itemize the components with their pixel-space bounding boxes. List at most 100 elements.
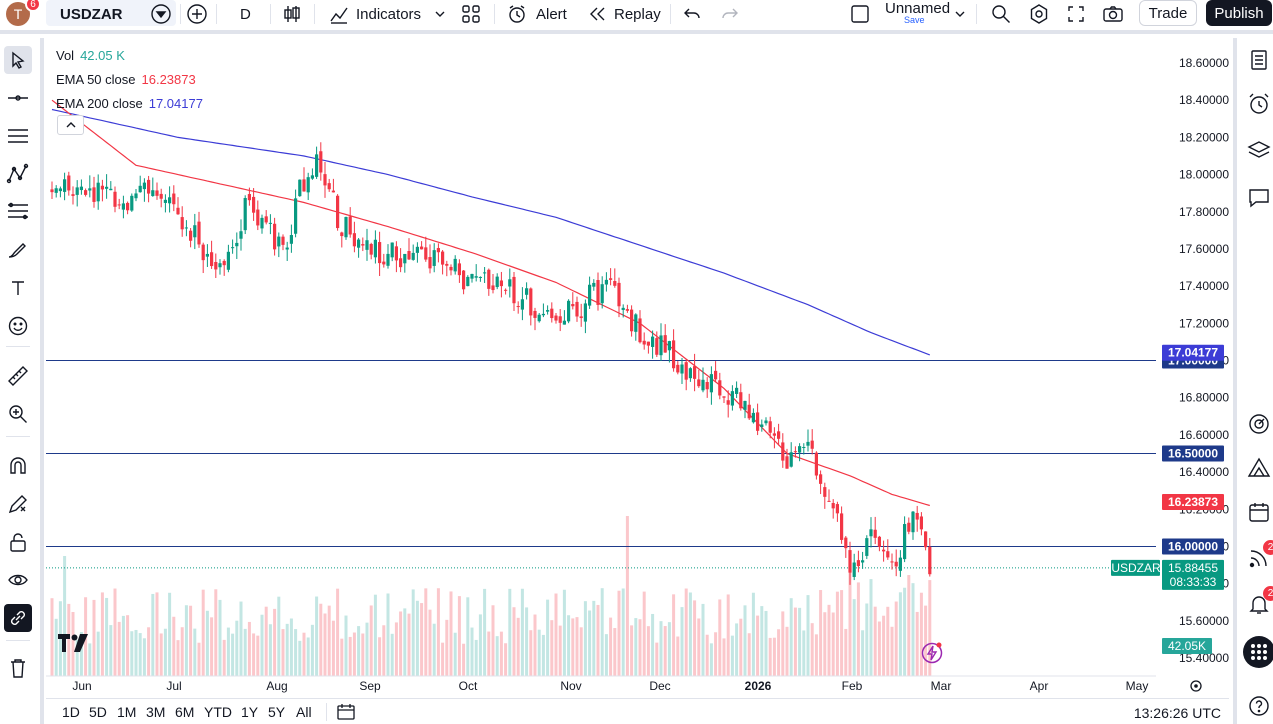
range-1y[interactable]: 1Y: [241, 704, 259, 720]
tradingview-logo[interactable]: [58, 634, 90, 657]
text-tool-icon[interactable]: [4, 274, 32, 302]
target-icon[interactable]: [1245, 410, 1273, 438]
candle-body: [424, 247, 428, 260]
symbol-tag: USDZAR: [1111, 561, 1161, 575]
horizontal-levels: [46, 360, 1156, 569]
chevron-down-icon[interactable]: [434, 0, 446, 28]
range-3m[interactable]: 3M: [146, 704, 166, 720]
range-ytd[interactable]: YTD: [204, 704, 232, 720]
link-icon[interactable]: [4, 604, 32, 632]
emoji-icon[interactable]: [4, 312, 32, 340]
layout-checkbox-icon[interactable]: [850, 0, 870, 28]
notifications-bell-icon[interactable]: [1245, 590, 1273, 618]
candle-body: [915, 512, 919, 520]
date-range-icon[interactable]: [336, 703, 356, 724]
volume-bar: [462, 643, 466, 676]
publish-button[interactable]: Publish: [1206, 0, 1272, 26]
volume-bar: [919, 592, 923, 676]
lock-icon[interactable]: [4, 528, 32, 556]
pattern-icon[interactable]: [4, 160, 32, 188]
range-1m[interactable]: 1M: [117, 704, 137, 720]
chart-canvas[interactable]: 18.60000 18.40000 18.20000 18.00000 17.80000…: [46, 40, 1229, 694]
chat-icon[interactable]: [1245, 184, 1273, 212]
range-all[interactable]: All: [296, 704, 312, 720]
legend-ema50[interactable]: EMA 50 close 16.23873: [56, 68, 203, 92]
trend-line-icon[interactable]: [4, 84, 32, 112]
settings-gear-icon[interactable]: [1028, 0, 1050, 28]
ruler-icon[interactable]: [4, 362, 32, 390]
alert-button[interactable]: Alert: [536, 5, 567, 23]
calendar-icon[interactable]: [1245, 498, 1273, 526]
replay-icon[interactable]: [586, 0, 608, 28]
volume-bar: [554, 593, 558, 676]
volume-bar: [130, 631, 134, 676]
volume-bar: [357, 626, 361, 676]
layers-icon[interactable]: [1245, 136, 1273, 164]
trash-icon[interactable]: [4, 654, 32, 682]
price-tick-label: 16.40000: [1179, 465, 1229, 479]
fib-retracement-icon[interactable]: [4, 198, 32, 226]
range-6m[interactable]: 6M: [175, 704, 195, 720]
alarm-clock-icon[interactable]: [1245, 90, 1273, 118]
range-5d[interactable]: 5D: [89, 704, 107, 720]
candle-body: [403, 253, 407, 264]
help-icon[interactable]: [1245, 692, 1273, 720]
candle-body: [516, 306, 520, 308]
range-5y[interactable]: 5Y: [268, 704, 286, 720]
legend-collapse-button[interactable]: [57, 115, 84, 135]
magnet-icon[interactable]: [4, 452, 32, 480]
quick-search-icon[interactable]: [990, 0, 1012, 28]
undo-icon[interactable]: [682, 0, 702, 28]
indicators-icon[interactable]: [328, 0, 350, 28]
trade-button[interactable]: Trade: [1139, 0, 1197, 26]
symbol-search[interactable]: [46, 0, 176, 26]
candle-body: [592, 282, 596, 287]
symbol-name[interactable]: USDZAR: [60, 5, 123, 23]
candle-body: [781, 442, 785, 461]
candle-body: [289, 235, 293, 244]
time-axis[interactable]: Jun Jul Aug Sep Oct Nov Dec 2026 Feb Mar Apr May: [46, 675, 1202, 694]
layout-save-label[interactable]: Save: [904, 15, 925, 25]
apps-grid-icon[interactable]: [1243, 636, 1273, 668]
candle-body: [793, 451, 797, 453]
price-chart[interactable]: 18.60000 18.40000 18.20000 18.00000 17.80000…: [46, 40, 1229, 694]
flash-icon[interactable]: [920, 641, 944, 670]
candles-icon[interactable]: [282, 0, 302, 28]
horizontal-lines-icon[interactable]: [4, 122, 32, 150]
fullscreen-icon[interactable]: [1066, 0, 1086, 28]
range-1d[interactable]: 1D: [62, 704, 80, 720]
candle-body: [159, 193, 163, 199]
camera-icon[interactable]: [1102, 0, 1124, 28]
candle-body: [453, 258, 457, 272]
zoom-in-icon[interactable]: [4, 400, 32, 428]
candle-body: [302, 179, 306, 192]
volume-bar: [256, 635, 260, 676]
replay-button[interactable]: Replay: [614, 5, 661, 23]
volume-bar: [298, 640, 302, 676]
interval-button[interactable]: D: [240, 5, 251, 23]
utc-clock[interactable]: 13:26:26 UTC: [1133, 705, 1221, 721]
legend-ema200[interactable]: EMA 200 close 17.04177: [56, 92, 203, 116]
candle-body: [264, 216, 268, 223]
alert-icon[interactable]: [506, 0, 528, 28]
streams-icon[interactable]: [1245, 544, 1273, 572]
compare-add-icon[interactable]: [186, 0, 208, 28]
candle-body: [928, 546, 932, 575]
indicators-button[interactable]: Indicators: [356, 5, 422, 23]
keep-drawing-icon[interactable]: [4, 490, 32, 518]
brush-icon[interactable]: [4, 236, 32, 264]
volume-bar: [394, 622, 398, 676]
watchlist-icon[interactable]: [1245, 46, 1273, 74]
legend-volume[interactable]: Vol 42.05 K: [56, 44, 203, 68]
price-tags: 17.0000016.5000016.0000017.0417716.23873…: [1111, 344, 1224, 654]
eye-icon[interactable]: [4, 566, 32, 594]
layout-name[interactable]: Unnamed: [885, 0, 951, 17]
layout-chevron-icon[interactable]: [954, 0, 966, 28]
templates-icon[interactable]: [460, 0, 482, 28]
candle-body: [802, 446, 806, 448]
cursor-arrow-icon[interactable]: [4, 46, 32, 74]
ideas-icon[interactable]: [1245, 454, 1273, 482]
redo-icon[interactable]: [720, 0, 740, 28]
symbol-info-icon[interactable]: [150, 0, 172, 28]
volume-bar: [537, 629, 541, 676]
